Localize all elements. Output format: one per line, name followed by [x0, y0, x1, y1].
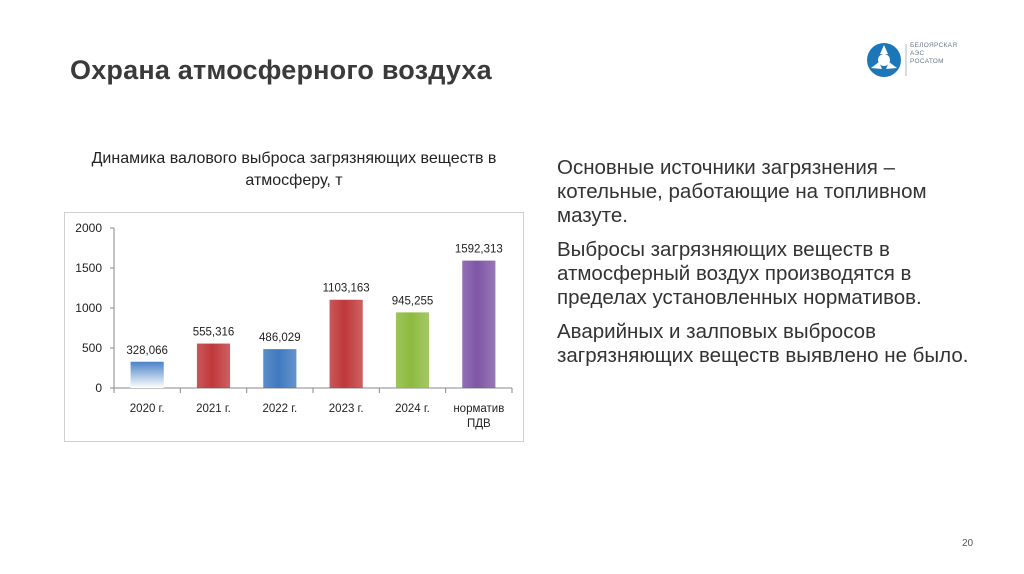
page-number: 20 [962, 538, 974, 549]
x-tick-label: 2021 г. [196, 403, 231, 415]
emissions-bar-chart: 0 500 1000 1500 2000 328,066 2020 г. 555,316 202… [64, 212, 524, 442]
y-tick-label: 1500 [75, 261, 102, 275]
y-tick-label: 2000 [75, 221, 102, 235]
bar [462, 260, 496, 388]
x-tick-label: 2022 г. [262, 403, 297, 415]
bullet-item: Аварийных и залповых выбросов загрязняющ… [557, 320, 969, 367]
logo-line-2: АЭС [910, 50, 925, 57]
logo-line-3: РОСАТОМ [910, 58, 944, 65]
y-tick-label: 0 [95, 381, 102, 395]
data-label: 1103,163 [323, 283, 370, 295]
bar [395, 312, 430, 388]
chart-title: Динамика валового выброса загрязняющих в… [91, 150, 497, 189]
x-tick-label: норматив [453, 403, 504, 415]
bar [196, 343, 231, 388]
rosatom-logo-icon [867, 43, 907, 77]
data-label: 486,029 [259, 332, 301, 344]
data-label: 945,255 [392, 295, 434, 307]
bullet-item: Выбросы загрязняющих веществ в атмосферн… [557, 238, 922, 309]
x-tick-label: 2023 г. [329, 403, 364, 415]
logo-text: БЕЛОЯРСКАЯ АЭС РОСАТОМ [910, 42, 957, 66]
chart-frame [64, 212, 524, 442]
logo-line-1: БЕЛОЯРСКАЯ [910, 42, 958, 49]
y-tick-label: 500 [82, 341, 102, 355]
bullet-item: Основные источники загрязнения – котельн… [557, 156, 927, 227]
data-label: 555,316 [193, 327, 235, 339]
data-label: 1592,313 [455, 244, 503, 256]
bar [329, 299, 363, 388]
bullet-list: Основные источники загрязнения – котельн… [557, 156, 1002, 378]
data-label: 328,066 [126, 345, 168, 357]
bar [130, 361, 164, 388]
x-tick-label: ПДВ [467, 418, 491, 430]
slide-title: Охрана атмосферного воздуха [70, 55, 492, 85]
bar [263, 349, 297, 388]
x-tick-label: 2024 г. [395, 403, 430, 415]
y-tick-label: 1000 [75, 301, 102, 315]
x-tick-label: 2020 г. [130, 403, 165, 415]
